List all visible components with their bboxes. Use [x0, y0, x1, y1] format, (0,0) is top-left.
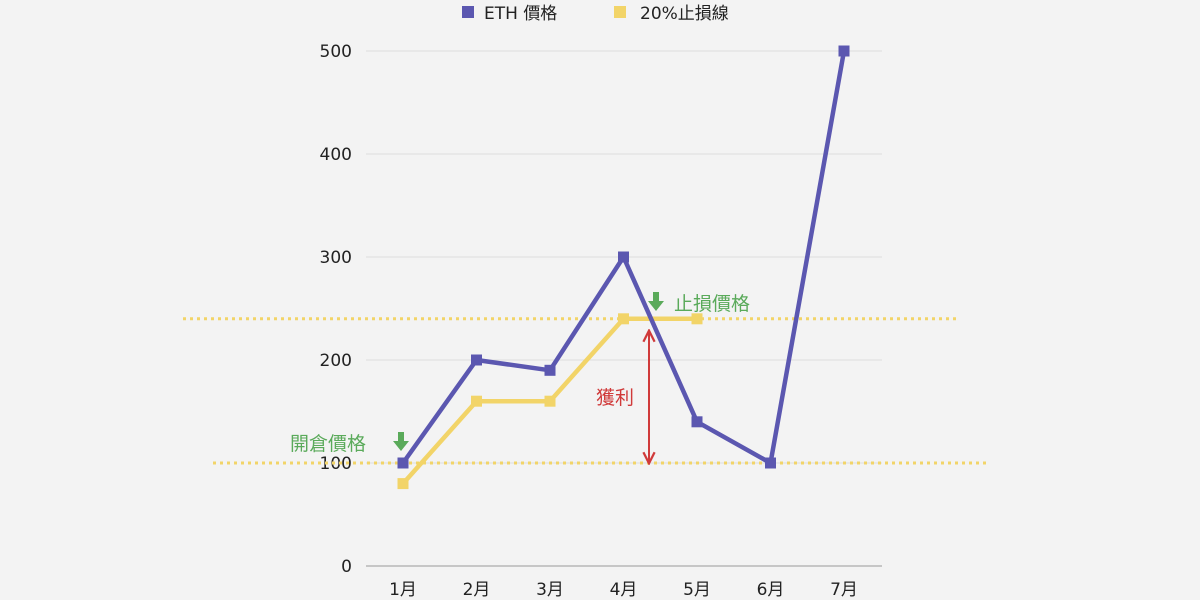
stop-arrow-icon	[648, 292, 664, 311]
y-axis-tick-labels: 0 100 200 300 400 500	[320, 42, 352, 577]
eth-price-point	[544, 364, 556, 376]
legend-label-eth: ETH 價格	[484, 4, 557, 24]
legend: ETH 價格 20%止損線	[462, 4, 729, 24]
reference-lines	[183, 317, 988, 465]
annotations: 開倉價格 止損價格 獲利	[290, 292, 750, 462]
eth-price-point	[397, 457, 409, 469]
y-tick-label: 200	[320, 351, 352, 371]
y-tick-label: 100	[320, 454, 352, 474]
x-tick-label: 5月	[683, 580, 711, 600]
x-axis-tick-labels: 1月 2月 3月 4月 5月 6月 7月	[389, 580, 858, 600]
entry-arrow-icon	[393, 432, 409, 451]
series	[397, 45, 850, 490]
stop-loss-point	[397, 478, 409, 490]
x-tick-label: 3月	[536, 580, 564, 600]
eth-price-point	[765, 457, 776, 469]
x-tick-label: 1月	[389, 580, 417, 600]
stop-price-label: 止損價格	[674, 293, 750, 315]
legend-swatch-eth	[462, 6, 474, 18]
y-tick-label: 0	[341, 557, 352, 577]
x-tick-label: 6月	[757, 580, 785, 600]
legend-label-stop-loss: 20%止損線	[640, 4, 729, 24]
eth-price-point	[618, 251, 629, 263]
legend-swatch-stop-loss	[614, 6, 626, 18]
x-tick-label: 7月	[830, 580, 858, 600]
y-tick-label: 400	[320, 145, 352, 165]
stop-loss-point	[471, 395, 482, 407]
stop-loss-point	[691, 313, 703, 325]
profit-label: 獲利	[596, 387, 634, 409]
y-tick-label: 500	[320, 42, 352, 62]
entry-price-label: 開倉價格	[290, 433, 366, 455]
y-tick-label: 300	[320, 248, 352, 268]
gridlines	[366, 50, 882, 567]
x-tick-label: 4月	[610, 580, 638, 600]
eth-price-point	[471, 354, 482, 366]
x-tick-label: 2月	[463, 580, 491, 600]
eth-price-point	[838, 45, 850, 57]
eth-price-point	[691, 416, 703, 428]
stop-loss-point	[544, 395, 556, 407]
stop-loss-point	[618, 313, 629, 325]
